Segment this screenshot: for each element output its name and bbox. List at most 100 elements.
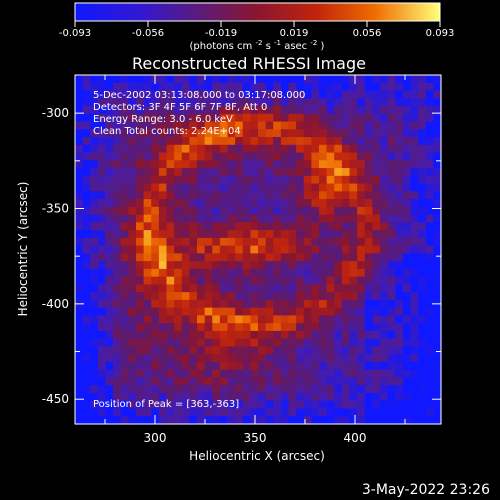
heatmap-cell (197, 152, 206, 161)
heatmap-cell (82, 199, 91, 208)
heatmap-cell (143, 315, 152, 324)
heatmap-cell (120, 400, 129, 410)
heatmap-cell (349, 230, 358, 239)
heatmap-cell (143, 346, 152, 355)
heatmap-cell (204, 323, 213, 332)
heatmap-cell (303, 137, 312, 146)
heatmap-cell (326, 230, 335, 239)
heatmap-cell (402, 160, 412, 169)
heatmap-cell (219, 237, 229, 247)
heatmap-cell (75, 152, 84, 161)
heatmap-cell (197, 90, 206, 99)
heatmap-cell (418, 206, 427, 216)
heatmap-cell (303, 98, 312, 107)
heatmap-cell (242, 144, 251, 154)
heatmap-cell (143, 369, 152, 379)
y-axis-label: Heliocentric Y (arcsec) (16, 182, 30, 317)
heatmap-cell (319, 191, 328, 200)
heatmap-cell (326, 354, 335, 363)
heatmap-cell (120, 315, 129, 324)
heatmap-cell (189, 292, 198, 301)
heatmap-cell (204, 90, 213, 99)
heatmap-cell (296, 129, 305, 138)
heatmap-cell (189, 400, 198, 410)
heatmap-cell (311, 199, 320, 208)
heatmap-cell (174, 113, 183, 123)
heatmap-cell (82, 168, 91, 177)
heatmap-cell (166, 121, 175, 130)
heatmap-cell (166, 183, 175, 192)
heatmap-cell (258, 385, 267, 394)
heatmap-cell (258, 268, 267, 278)
heatmap-cell (128, 377, 137, 386)
heatmap-cell (128, 408, 137, 417)
heatmap-cell (204, 361, 213, 371)
heatmap-cell (296, 230, 305, 239)
heatmap-cell (334, 222, 343, 231)
heatmap-cell (143, 144, 152, 154)
heatmap-cell (296, 183, 305, 192)
heatmap-cell (425, 361, 434, 371)
heatmap-cell (151, 230, 160, 239)
heatmap-cell (113, 206, 122, 216)
heatmap-cell (250, 408, 259, 417)
heatmap-cell (265, 292, 274, 301)
heatmap-cell (288, 377, 297, 386)
heatmap-cell (227, 299, 236, 309)
heatmap-cell (219, 75, 229, 84)
heatmap-cell (258, 230, 267, 239)
heatmap-cell (158, 245, 168, 254)
heatmap-cell (166, 137, 175, 146)
heatmap-cell (75, 175, 84, 185)
heatmap-cell (90, 183, 99, 192)
heatmap-cell (387, 338, 396, 348)
heatmap-cell (410, 299, 419, 309)
heatmap-cell (235, 361, 244, 371)
heatmap-cell (105, 354, 114, 363)
heatmap-cell (280, 129, 290, 138)
heatmap-cell (380, 106, 389, 115)
heatmap-cell (387, 330, 396, 340)
heatmap-cell (402, 392, 412, 402)
heatmap-cell (174, 315, 183, 324)
heatmap-cell (357, 113, 366, 123)
heatmap-cell (402, 416, 412, 425)
heatmap-cell (181, 160, 190, 169)
heatmap-cell (364, 276, 373, 285)
heatmap-cell (235, 307, 244, 317)
heatmap-cell (105, 90, 114, 99)
heatmap-cell (341, 183, 351, 192)
heatmap-cell (433, 253, 442, 262)
heatmap-cell (174, 245, 183, 254)
heatmap-cell (242, 330, 251, 340)
heatmap-cell (349, 385, 358, 394)
heatmap-cell (204, 191, 213, 200)
heatmap-cell (326, 361, 335, 371)
heatmap-cell (227, 199, 236, 208)
heatmap-cell (235, 82, 244, 92)
heatmap-cell (425, 214, 434, 223)
heatmap-cell (151, 98, 160, 107)
heatmap-cell (235, 206, 244, 216)
heatmap-cell (311, 168, 320, 177)
heatmap-cell (90, 276, 99, 285)
heatmap-cell (288, 416, 297, 425)
heatmap-cell (349, 292, 358, 301)
heatmap-cell (288, 408, 297, 417)
heatmap-cell (433, 230, 442, 239)
heatmap-cell (395, 237, 404, 247)
heatmap-cell (265, 416, 274, 425)
heatmap-cell (311, 230, 320, 239)
heatmap-cell (296, 338, 305, 348)
heatmap-cell (82, 129, 91, 138)
heatmap-cell (433, 175, 442, 185)
heatmap-cell (273, 160, 282, 169)
heatmap-cell (242, 152, 251, 161)
heatmap-cell (250, 377, 259, 386)
heatmap-cell (219, 315, 229, 324)
heatmap-cell (387, 361, 396, 371)
heatmap-cell (181, 385, 190, 394)
heatmap-cell (273, 307, 282, 317)
heatmap-cell (273, 408, 282, 417)
heatmap-cell (128, 354, 137, 363)
